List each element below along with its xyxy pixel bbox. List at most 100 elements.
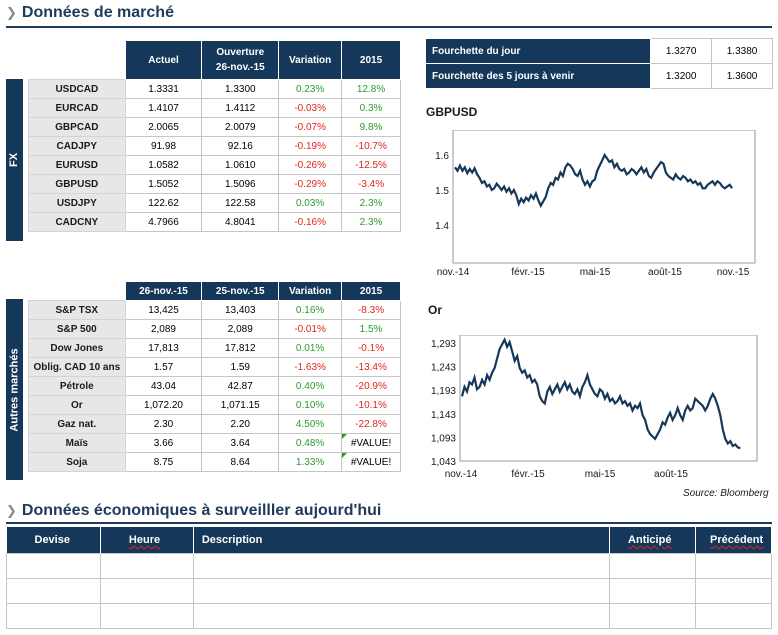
fx-variation-cell: -0.16% xyxy=(278,212,343,232)
fx-pair-label: CADJPY xyxy=(28,136,126,156)
market-row: Or 1,072.20 1,071.15 0.10% -10.1% xyxy=(28,395,401,415)
market-variation-cell: 0.16% xyxy=(278,300,343,320)
x-tick-label: nov.-14 xyxy=(445,469,478,480)
source-note: Source: Bloomberg xyxy=(683,488,769,499)
fx-col-actuel: Actuel xyxy=(124,40,203,80)
fx-ouverture-cell: 1.4112 xyxy=(201,98,280,118)
y-tick-label: 1,043 xyxy=(431,457,456,468)
range-row: Fourchette du jour 1.3270 1.3380 xyxy=(424,38,773,64)
market-variation-cell: 0.01% xyxy=(278,338,343,358)
eco-row xyxy=(6,602,773,629)
fx-ouverture-cell: 92.16 xyxy=(201,136,280,156)
eco-cell xyxy=(6,552,101,579)
fx-actuel-cell: 91.98 xyxy=(124,136,203,156)
y-tick-label: 1,143 xyxy=(431,410,456,421)
fx-col-variation: Variation xyxy=(278,40,343,80)
range-table: Fourchette du jour 1.3270 1.3380 Fourchette… xyxy=(424,38,773,89)
eco-cell xyxy=(694,577,773,604)
eco-cell xyxy=(6,577,101,604)
fx-ytd-cell: 2.3% xyxy=(341,193,401,213)
eco-col-devise: Devise xyxy=(6,527,101,553)
range-low-cell: 1.3200 xyxy=(650,63,713,89)
other-col-variation: Variation xyxy=(278,281,343,301)
eco-col-precedent: Précédent xyxy=(695,527,773,553)
market-previous-cell: 17,812 xyxy=(201,338,280,358)
eco-cell xyxy=(694,602,773,629)
chevron-right-icon: ❯ xyxy=(6,503,17,518)
fx-pair-label: CADCNY xyxy=(28,212,126,232)
market-current-cell: 2,089 xyxy=(124,319,203,339)
fx-col-ouverture: Ouverture 26-nov.-15 xyxy=(201,40,280,80)
gold-chart-title: Or xyxy=(428,303,443,317)
fx-ouverture-cell: 1.5096 xyxy=(201,174,280,194)
market-ytd-cell: -8.3% xyxy=(341,300,401,320)
market-previous-cell: 3.64 xyxy=(201,433,280,453)
market-ytd-cell: #VALUE! xyxy=(341,433,401,453)
eco-cell xyxy=(609,552,696,579)
market-previous-cell: 2,089 xyxy=(201,319,280,339)
fx-pair-label: USDJPY xyxy=(28,193,126,213)
x-tick-label: mai-15 xyxy=(585,469,616,480)
market-label: Oblig. CAD 10 ans xyxy=(28,357,126,377)
gbpusd-series-line xyxy=(454,152,734,209)
x-tick-label: févr.-15 xyxy=(511,469,545,480)
fx-ouverture-cell: 2.0079 xyxy=(201,117,280,137)
x-tick-label: août-15 xyxy=(654,469,688,480)
gold-series-line xyxy=(460,336,741,450)
market-current-cell: 8.75 xyxy=(124,452,203,472)
market-previous-cell: 13,403 xyxy=(201,300,280,320)
market-row: Oblig. CAD 10 ans 1.57 1.59 -1.63% -13.4% xyxy=(28,357,401,377)
market-variation-cell: -1.63% xyxy=(278,357,343,377)
fx-table: Actuel Ouverture 26-nov.-15 Variation 20… xyxy=(28,40,401,232)
x-tick-label: févr.-15 xyxy=(511,267,545,278)
eco-cell xyxy=(192,602,611,629)
chevron-right-icon: ❯ xyxy=(6,5,17,20)
fx-row: EURUSD 1.0582 1.0610 -0.26% -12.5% xyxy=(28,155,401,175)
market-row: S&P TSX 13,425 13,403 0.16% -8.3% xyxy=(28,300,401,320)
eco-cell xyxy=(694,552,773,579)
fx-ouverture-cell: 1.3300 xyxy=(201,79,280,99)
market-label: Dow Jones xyxy=(28,338,126,358)
eco-col-description: Description xyxy=(193,527,611,553)
market-ytd-cell: -22.8% xyxy=(341,414,401,434)
fx-row: EURCAD 1.4107 1.4112 -0.03% 0.3% xyxy=(28,98,401,118)
market-previous-cell: 8.64 xyxy=(201,452,280,472)
market-row: Gaz nat. 2.30 2.20 4.50% -22.8% xyxy=(28,414,401,434)
y-tick-label: 1.4 xyxy=(435,221,449,232)
market-variation-cell: -0.01% xyxy=(278,319,343,339)
market-ytd-cell: -0.1% xyxy=(341,338,401,358)
market-variation-cell: 0.10% xyxy=(278,395,343,415)
fx-ytd-cell: -12.5% xyxy=(341,155,401,175)
fx-sidebar: FX xyxy=(6,79,23,241)
fx-ouverture-cell: 1.0610 xyxy=(201,155,280,175)
market-row: Dow Jones 17,813 17,812 0.01% -0.1% xyxy=(28,338,401,358)
gbpusd-chart-title: GBPUSD xyxy=(426,105,478,119)
fx-actuel-cell: 1.0582 xyxy=(124,155,203,175)
market-previous-cell: 1,071.15 xyxy=(201,395,280,415)
market-current-cell: 1,072.20 xyxy=(124,395,203,415)
y-tick-label: 1,193 xyxy=(431,386,456,397)
fx-ouverture-cell: 4.8041 xyxy=(201,212,280,232)
fx-pair-label: EURUSD xyxy=(28,155,126,175)
market-section-title: ❯ Données de marché xyxy=(6,4,174,21)
eco-cell xyxy=(609,577,696,604)
fx-actuel-cell: 1.4107 xyxy=(124,98,203,118)
eco-cell xyxy=(6,602,101,629)
fx-ytd-cell: -10.7% xyxy=(341,136,401,156)
fx-variation-cell: -0.03% xyxy=(278,98,343,118)
fx-ytd-cell: 9.8% xyxy=(341,117,401,137)
section-rule xyxy=(6,26,772,28)
other-sidebar: Autres marchés xyxy=(6,299,23,480)
market-row: Maïs 3.66 3.64 0.48% #VALUE! xyxy=(28,433,401,453)
fx-actuel-cell: 2.0065 xyxy=(124,117,203,137)
y-tick-label: 1,293 xyxy=(431,339,456,350)
fx-row: CADCNY 4.7966 4.8041 -0.16% 2.3% xyxy=(28,212,401,232)
fx-pair-label: EURCAD xyxy=(28,98,126,118)
market-label: Maïs xyxy=(28,433,126,453)
market-current-cell: 43.04 xyxy=(124,376,203,396)
market-previous-cell: 2.20 xyxy=(201,414,280,434)
eco-cell xyxy=(192,577,611,604)
market-variation-cell: 0.48% xyxy=(278,433,343,453)
fx-ytd-cell: -3.4% xyxy=(341,174,401,194)
eco-col-heure: Heure xyxy=(100,527,194,553)
